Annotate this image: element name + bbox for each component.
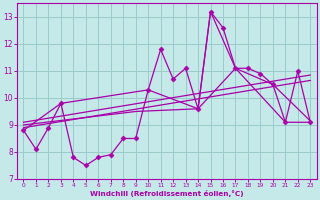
X-axis label: Windchill (Refroidissement éolien,°C): Windchill (Refroidissement éolien,°C) (90, 190, 244, 197)
